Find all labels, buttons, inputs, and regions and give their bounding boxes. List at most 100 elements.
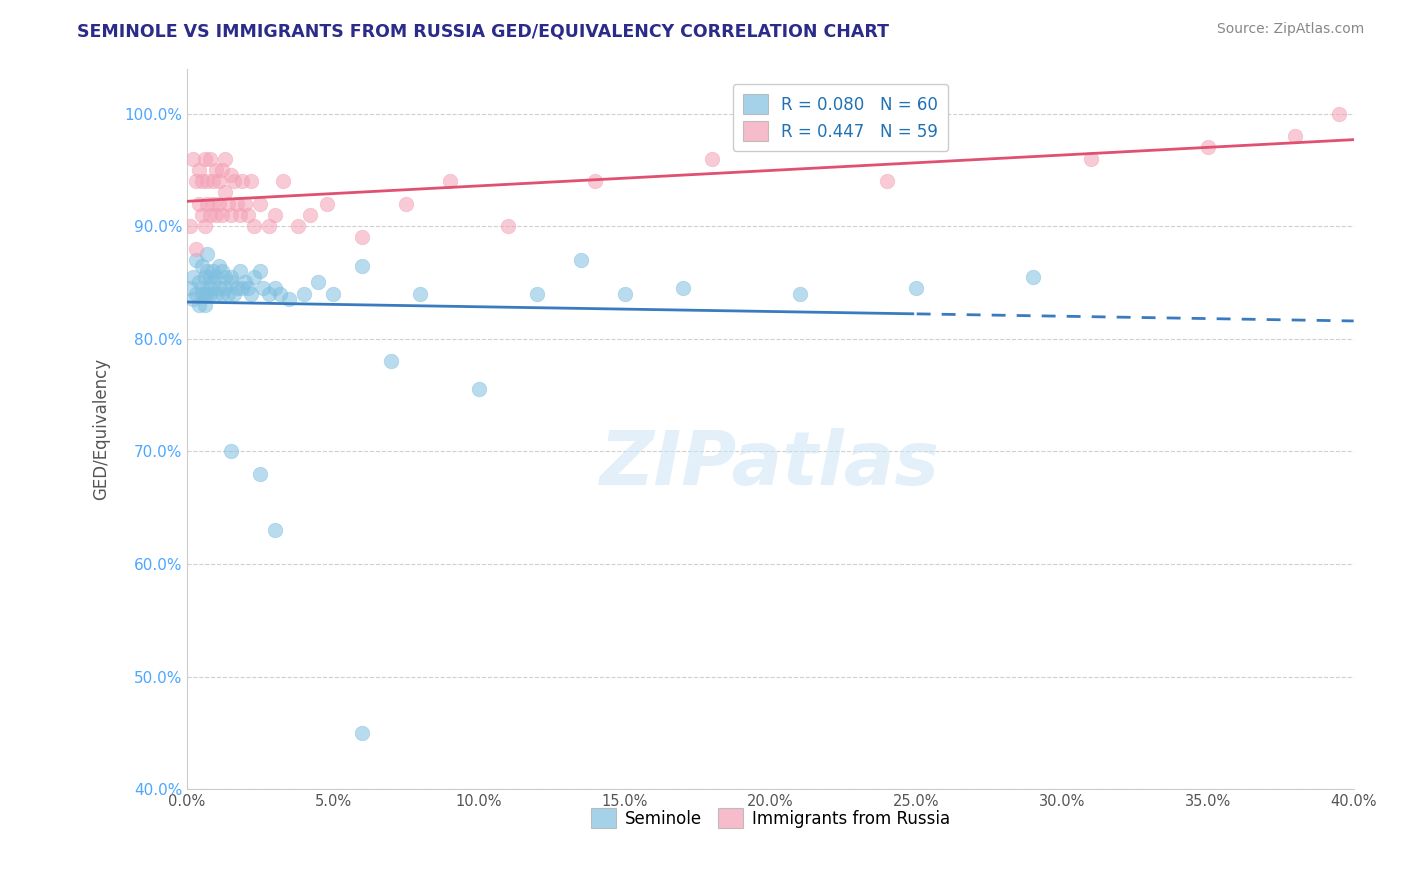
Point [214, 281, 236, 295]
Point [905, 281, 928, 295]
Point [278, 293, 301, 307]
Point [219, 444, 242, 458]
Point [197, 264, 219, 278]
Point [316, 196, 339, 211]
Point [263, 208, 285, 222]
Point [789, 286, 811, 301]
Point [243, 269, 266, 284]
Point [409, 286, 432, 301]
Point [240, 286, 263, 301]
Point [526, 286, 548, 301]
Point [200, 152, 222, 166]
Point [197, 174, 219, 188]
Point [352, 230, 374, 244]
Point [467, 383, 489, 397]
Point [252, 281, 274, 295]
Point [395, 196, 418, 211]
Point [214, 152, 236, 166]
Point [181, 152, 204, 166]
Point [190, 174, 212, 188]
Point [613, 286, 636, 301]
Point [190, 286, 212, 301]
Point [228, 208, 250, 222]
Point [205, 286, 228, 301]
Point [249, 264, 271, 278]
Point [181, 269, 204, 284]
Point [439, 174, 461, 188]
Point [197, 247, 219, 261]
Point [214, 186, 236, 200]
Point [222, 174, 245, 188]
Point [257, 286, 280, 301]
Point [222, 286, 245, 301]
Point [287, 219, 309, 234]
Point [298, 208, 321, 222]
Point [1080, 152, 1102, 166]
Point [184, 174, 207, 188]
Point [249, 196, 271, 211]
Point [352, 726, 374, 740]
Point [700, 152, 723, 166]
Point [194, 152, 217, 166]
Point [263, 281, 285, 295]
Point [197, 286, 219, 301]
Point [269, 286, 291, 301]
Point [235, 196, 257, 211]
Point [190, 281, 212, 295]
Point [190, 259, 212, 273]
Point [496, 219, 519, 234]
Point [225, 196, 247, 211]
Point [235, 276, 257, 290]
Point [322, 286, 344, 301]
Point [228, 264, 250, 278]
Point [231, 281, 253, 295]
Point [211, 208, 233, 222]
Point [380, 354, 402, 368]
Point [202, 276, 225, 290]
Point [211, 286, 233, 301]
Point [181, 293, 204, 307]
Point [219, 269, 242, 284]
Point [569, 252, 592, 267]
Y-axis label: GED/Equivalency: GED/Equivalency [93, 358, 110, 500]
Point [194, 269, 217, 284]
Point [219, 208, 242, 222]
Point [208, 174, 231, 188]
Point [208, 196, 231, 211]
Point [200, 286, 222, 301]
Point [200, 281, 222, 295]
Text: ZIPatlas: ZIPatlas [600, 428, 941, 501]
Point [184, 286, 207, 301]
Point [1284, 129, 1306, 144]
Point [194, 298, 217, 312]
Point [219, 276, 242, 290]
Point [583, 174, 606, 188]
Point [205, 208, 228, 222]
Text: SEMINOLE VS IMMIGRANTS FROM RUSSIA GED/EQUIVALENCY CORRELATION CHART: SEMINOLE VS IMMIGRANTS FROM RUSSIA GED/E… [77, 22, 890, 40]
Point [194, 286, 217, 301]
Point [238, 281, 260, 295]
Point [200, 269, 222, 284]
Point [211, 264, 233, 278]
Point [876, 174, 898, 188]
Point [184, 252, 207, 267]
Point [202, 264, 225, 278]
Point [217, 286, 239, 301]
Point [205, 269, 228, 284]
Point [197, 196, 219, 211]
Point [273, 174, 295, 188]
Point [190, 208, 212, 222]
Point [217, 196, 239, 211]
Point [238, 208, 260, 222]
Point [1022, 269, 1045, 284]
Point [179, 281, 201, 295]
Point [187, 276, 209, 290]
Point [240, 174, 263, 188]
Point [219, 169, 242, 183]
Point [225, 281, 247, 295]
Point [307, 276, 329, 290]
Point [1327, 106, 1350, 120]
Point [249, 467, 271, 481]
Point [184, 242, 207, 256]
Point [243, 219, 266, 234]
